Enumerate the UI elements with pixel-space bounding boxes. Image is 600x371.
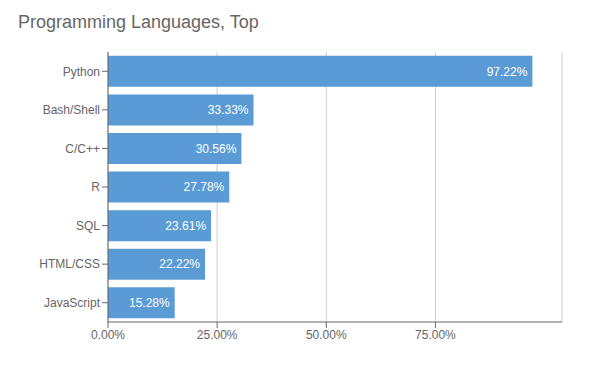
svg-text:15.28%: 15.28% [129,296,170,310]
svg-text:27.78%: 27.78% [184,180,225,194]
svg-text:22.22%: 22.22% [159,257,200,271]
svg-text:75.00%: 75.00% [415,328,456,342]
svg-text:Python: Python [63,65,100,79]
html-text:Programming Languages, Top: Programming Languages, Top [18,12,259,32]
svg-text:97.22%: 97.22% [487,65,528,79]
svg-text:23.61%: 23.61% [165,219,206,233]
svg-text:SQL: SQL [76,219,100,233]
svg-text:50.00%: 50.00% [306,328,347,342]
svg-text:0.00%: 0.00% [91,328,125,342]
svg-text:30.56%: 30.56% [196,142,237,156]
svg-text:25.00%: 25.00% [197,328,238,342]
svg-text:R: R [91,180,100,194]
svg-text:Bash/Shell: Bash/Shell [43,103,100,117]
svg-text:33.33%: 33.33% [208,103,249,117]
svg-text:JavaScript: JavaScript [44,296,101,310]
svg-text:C/C++: C/C++ [65,142,100,156]
svg-text:HTML/CSS: HTML/CSS [39,257,100,271]
